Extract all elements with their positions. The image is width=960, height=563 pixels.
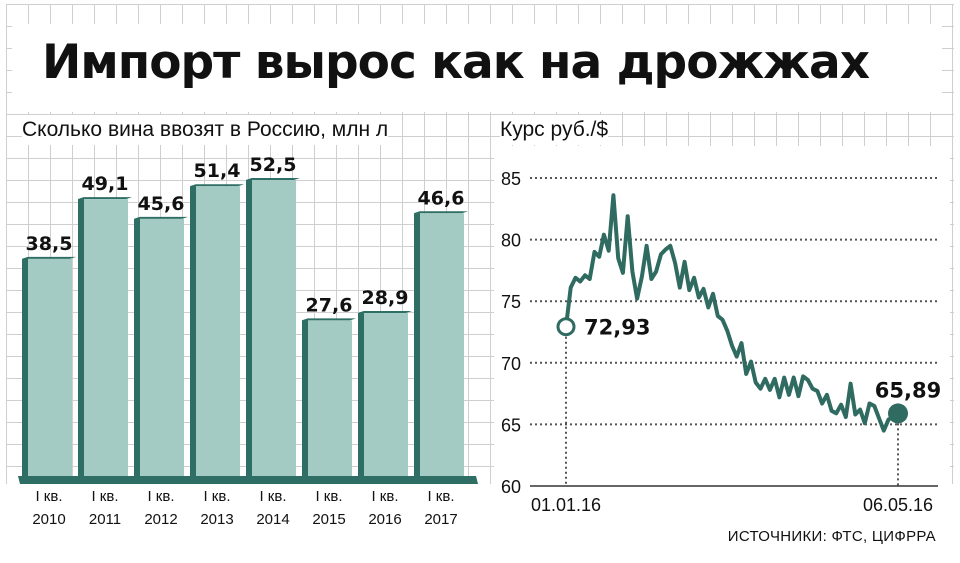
category-label-quarter: I кв. — [371, 488, 398, 505]
bar-top-edge — [134, 216, 188, 219]
bar-side — [190, 184, 196, 476]
bar — [28, 258, 72, 476]
category-label-background — [250, 484, 296, 530]
x-tick-label-start: 01.01.16 — [531, 495, 601, 515]
bar-top-edge — [302, 318, 356, 321]
bar-top-edge — [246, 178, 300, 180]
bar-top-edge — [358, 311, 412, 314]
category-label-background — [418, 484, 464, 530]
bar-side — [134, 216, 140, 476]
bar-side — [358, 311, 364, 476]
y-tick-label: 75 — [501, 292, 521, 312]
y-tick-label: 80 — [501, 231, 521, 251]
start-value-label: 72,93 — [584, 316, 650, 340]
y-tick-label: 70 — [501, 354, 521, 374]
exchange-rate-line — [564, 193, 900, 433]
bar-chart-base — [18, 476, 478, 484]
bar-value-label: 38,5 — [26, 233, 73, 255]
bar-value-label: 51,4 — [194, 160, 241, 182]
exchange-rate-chart-title: Курс руб./$ — [500, 115, 609, 145]
bar-value-label: 27,6 — [306, 294, 353, 316]
category-label-year: 2011 — [89, 511, 121, 528]
category-label-quarter: I кв. — [315, 488, 342, 505]
x-tick-label-end: 06.05.16 — [863, 495, 933, 515]
bar-side — [78, 197, 84, 476]
category-label-quarter: I кв. — [35, 488, 62, 505]
start-value-marker — [556, 317, 576, 337]
category-label-year: 2014 — [256, 511, 289, 528]
category-label-quarter: I кв. — [259, 488, 286, 505]
bar-value-label: 46,6 — [418, 187, 465, 209]
bar-value-label: 49,1 — [82, 173, 129, 195]
category-label-background — [194, 484, 240, 530]
bar-side — [22, 256, 28, 476]
bar — [84, 199, 128, 476]
category-label-background — [138, 484, 184, 530]
y-tick-label: 65 — [501, 415, 521, 435]
bar — [420, 213, 464, 476]
source-note: ИСТОЧНИКИ: ФТС, ЦИФРРА — [725, 528, 938, 545]
category-label-year: 2012 — [144, 511, 177, 528]
bar-top-edge — [190, 184, 244, 187]
bar — [140, 218, 184, 476]
end-value-label: 65,89 — [875, 378, 941, 402]
category-label-year: 2017 — [424, 511, 457, 528]
bar — [308, 320, 352, 476]
bar-side — [302, 318, 308, 476]
wine-chart-title: Сколько вина ввозят в Россию, млн л — [22, 115, 389, 145]
bar-top-edge — [22, 256, 76, 259]
category-label-year: 2013 — [200, 511, 233, 528]
category-label-quarter: I кв. — [427, 488, 454, 505]
category-label-quarter: I кв. — [91, 488, 118, 505]
category-label-background — [82, 484, 128, 530]
end-value-marker — [888, 403, 908, 424]
category-label-background — [362, 484, 408, 530]
category-label-year: 2015 — [312, 511, 345, 528]
bar-side — [414, 211, 420, 476]
category-label-year: 2016 — [368, 511, 401, 528]
bar-top-edge — [78, 197, 132, 200]
category-label-background — [26, 484, 72, 530]
bar-top-edge — [414, 211, 468, 214]
y-tick-label: 60 — [501, 477, 521, 497]
category-label-year: 2010 — [32, 511, 65, 528]
category-label-quarter: I кв. — [203, 488, 230, 505]
y-tick-label: 85 — [501, 169, 521, 189]
page-title: Импорт вырос как на дрожжах — [12, 24, 942, 112]
bar — [364, 313, 408, 476]
bar-value-label: 28,9 — [362, 287, 409, 309]
category-label-quarter: I кв. — [147, 488, 174, 505]
bar-side — [246, 178, 252, 476]
bar-value-label: 45,6 — [138, 193, 185, 215]
bar — [196, 186, 240, 476]
bar-value-label: 52,5 — [250, 154, 297, 176]
bar — [252, 180, 296, 476]
category-label-background — [306, 484, 352, 530]
